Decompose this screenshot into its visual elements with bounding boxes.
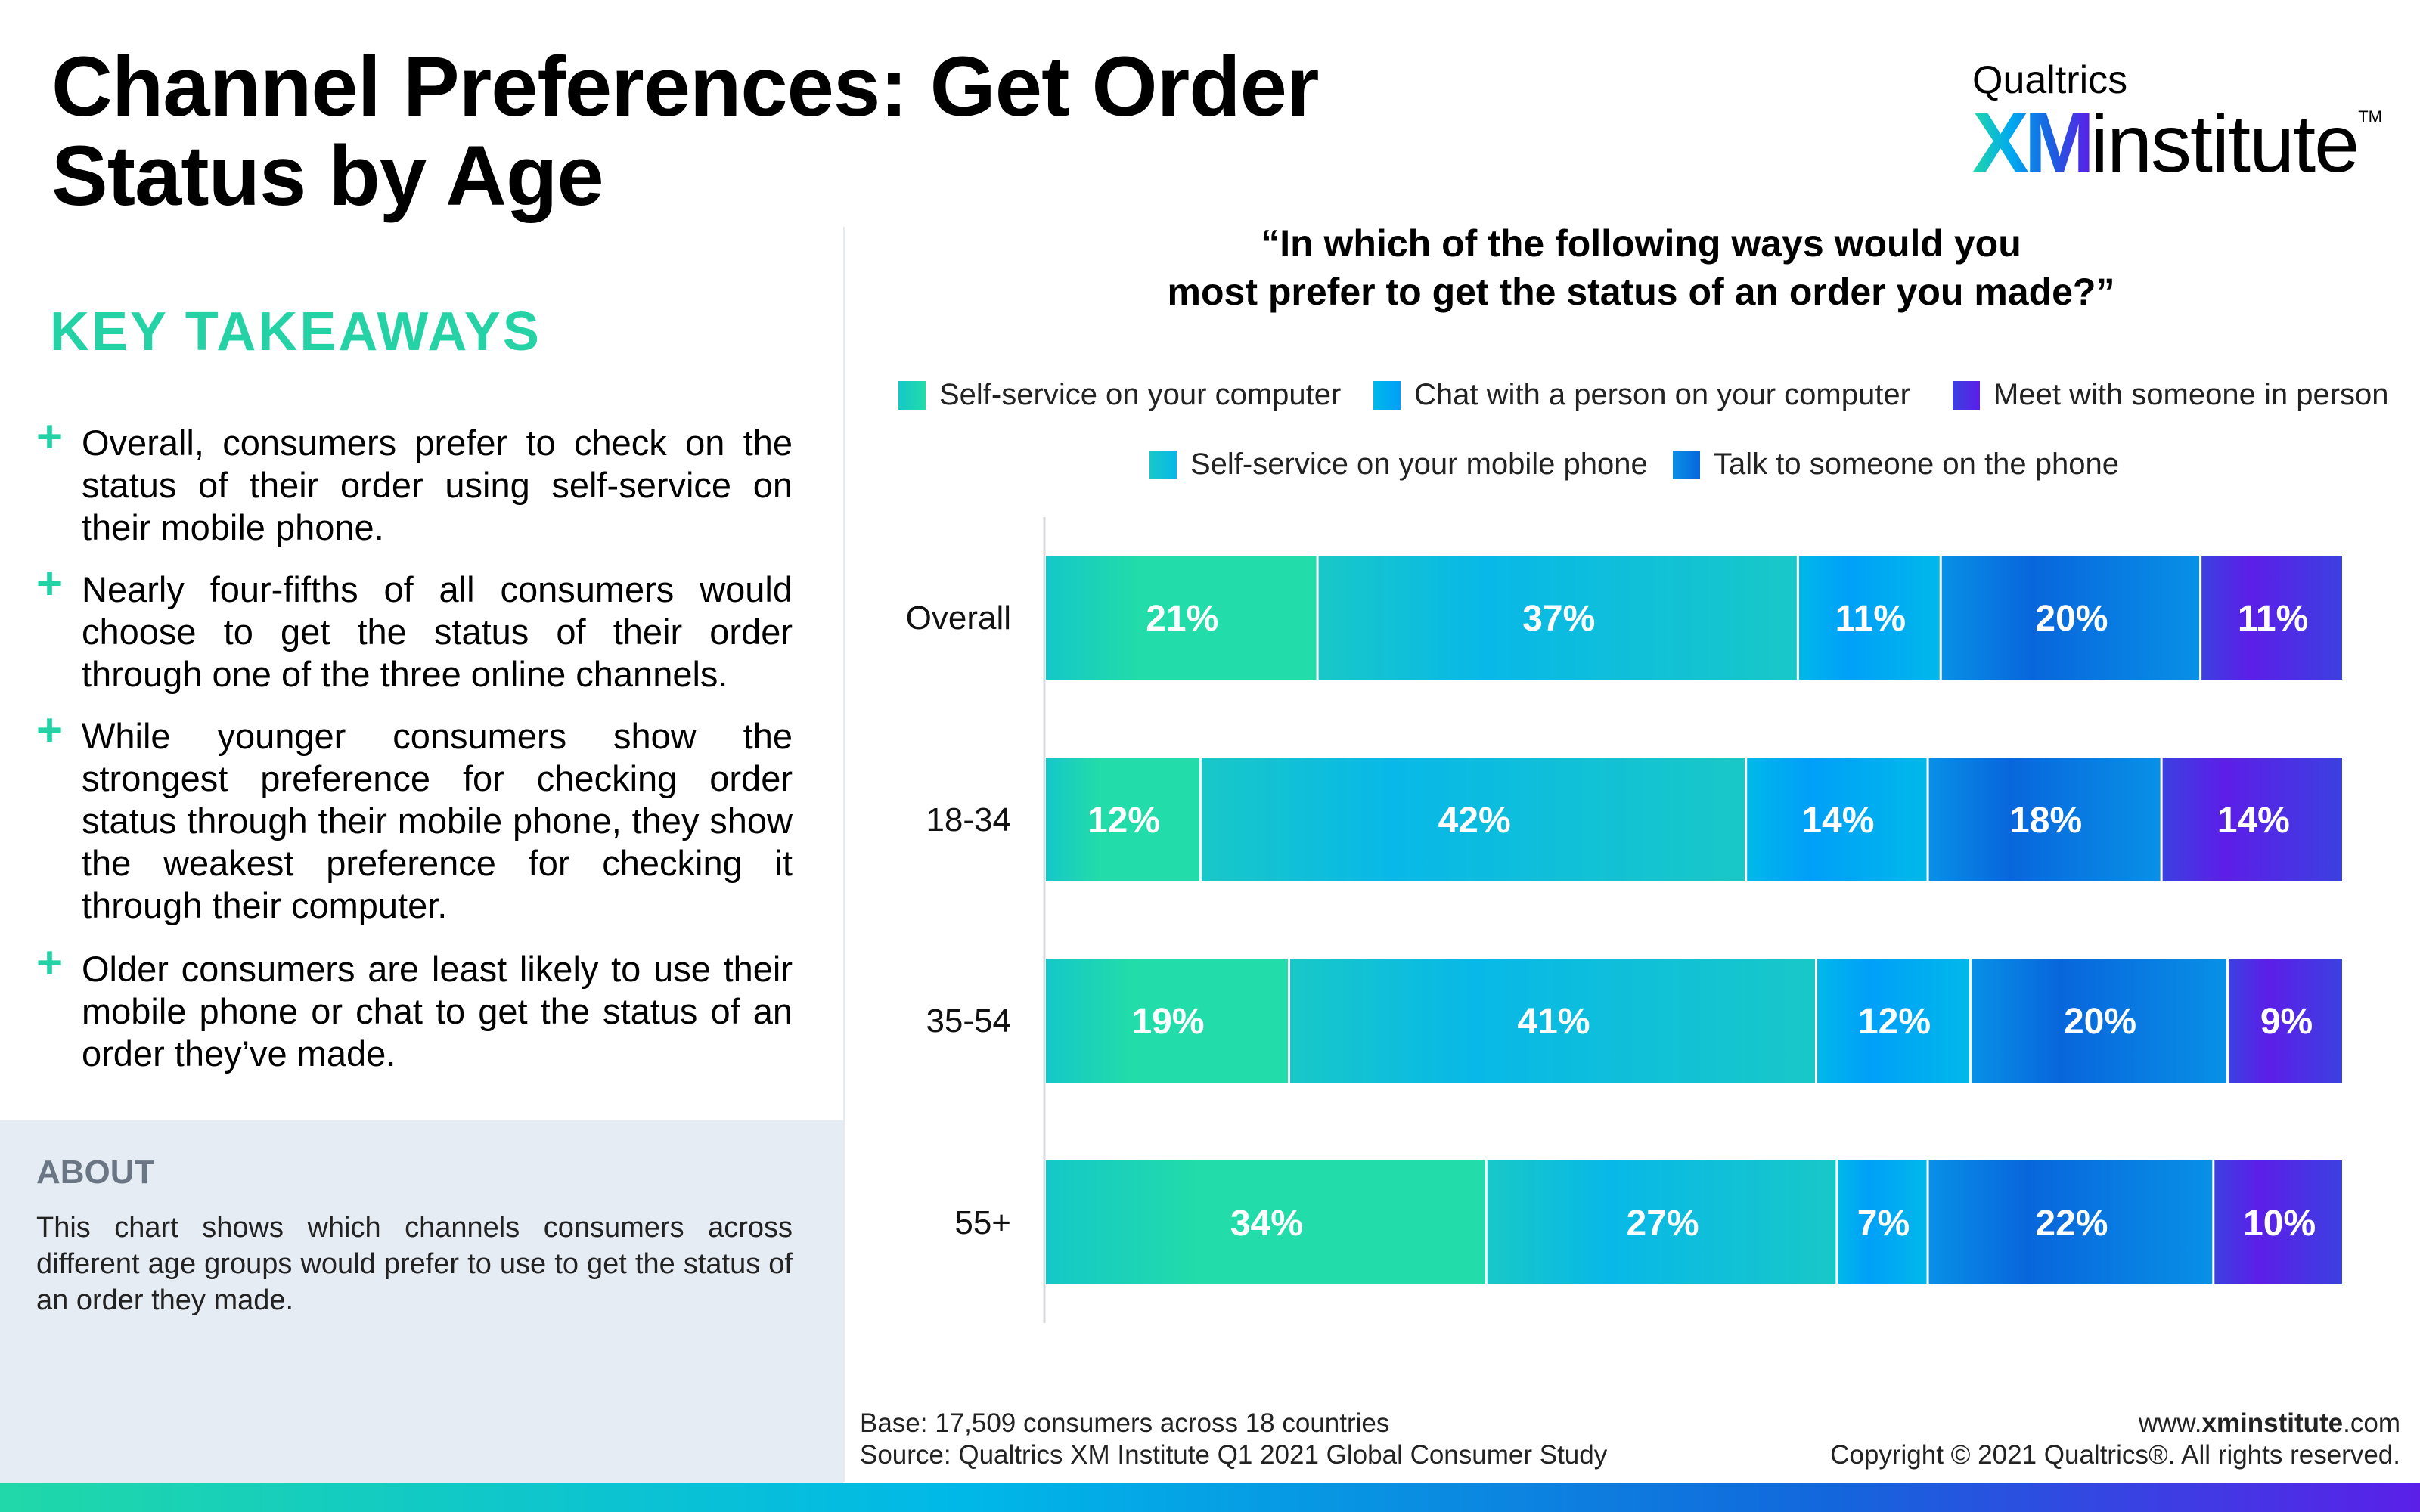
bar-segment xyxy=(1838,1160,1927,1284)
legend-item: Meet with someone in person xyxy=(1953,378,2389,412)
data-label: 12% xyxy=(1087,801,1160,841)
bar-segment xyxy=(1202,758,1745,881)
bar-segment xyxy=(1046,1160,1485,1284)
legend-swatch xyxy=(1673,450,1700,479)
bar-segment xyxy=(1798,556,1940,680)
footer-base: Base: 17,509 consumers across 18 countri… xyxy=(860,1408,1390,1438)
bar-segment xyxy=(1318,556,1797,680)
category-label: 55+ xyxy=(954,1204,1011,1241)
chart-title: “In which of the following ways would yo… xyxy=(983,219,2299,316)
data-label: 37% xyxy=(1522,599,1595,639)
legend-item: Self-service on your mobile phone xyxy=(1150,448,1648,482)
data-label: 11% xyxy=(1835,599,1906,639)
chart-title-line: most prefer to get the status of an orde… xyxy=(1167,271,2115,313)
data-label: 20% xyxy=(2064,1002,2136,1042)
bar-segment xyxy=(1928,1160,2213,1284)
plus-icon: + xyxy=(36,558,64,609)
legend-swatch xyxy=(1150,450,1177,479)
bar-segment xyxy=(1941,556,2200,680)
data-label: 12% xyxy=(1858,1002,1931,1042)
bar-segment xyxy=(1046,556,1317,680)
footer-source: Source: Qualtrics XM Institute Q1 2021 G… xyxy=(860,1440,1608,1470)
bar-segment xyxy=(1928,758,2161,881)
data-label: 42% xyxy=(1438,801,1511,841)
bar-segment xyxy=(1487,1160,1836,1284)
data-label: 27% xyxy=(1627,1204,1699,1244)
page-title: Channel Preferences: Get Order Status by… xyxy=(51,39,1319,223)
data-label: 10% xyxy=(2243,1204,2316,1244)
url-prefix: www. xyxy=(2138,1408,2202,1438)
legend-label: Self-service on your mobile phone xyxy=(1190,448,1648,481)
legend-label: Talk to someone on the phone xyxy=(1714,448,2119,481)
plus-icon: + xyxy=(36,937,64,988)
legend-swatch xyxy=(898,380,926,410)
data-label: 14% xyxy=(2217,801,2290,841)
legend-swatch xyxy=(1373,380,1401,410)
logo-qualtrics: Qualtrics xyxy=(1972,58,2128,102)
data-label: 20% xyxy=(2035,599,2108,639)
logo-tm: TM xyxy=(2358,107,2382,126)
logo-institute: institute xyxy=(2090,98,2360,189)
url-suffix: .com xyxy=(2343,1408,2400,1438)
legend-swatch xyxy=(1953,380,1980,410)
bar-segment xyxy=(1046,959,1288,1083)
bar-segment xyxy=(1290,959,1815,1083)
url-bold: xminstitute xyxy=(2201,1408,2344,1438)
takeaway-text: Older consumers are least likely to use … xyxy=(82,949,793,1074)
about-text: This chart shows which channels consumer… xyxy=(36,1212,793,1316)
panel-divider xyxy=(843,227,845,1482)
bar-segment xyxy=(2162,758,2342,881)
bar-segment xyxy=(1747,758,1927,881)
plus-icon: + xyxy=(36,411,64,462)
chart-title-line: “In which of the following ways would yo… xyxy=(1261,222,2021,265)
plus-icon: + xyxy=(36,705,64,755)
takeaway-text: While younger consumers show the stronge… xyxy=(82,716,793,925)
data-label: 41% xyxy=(1517,1002,1590,1042)
legend-item: Talk to someone on the phone xyxy=(1673,448,2119,482)
data-label: 14% xyxy=(1801,801,1874,841)
legend-label: Meet with someone in person xyxy=(1993,378,2389,411)
category-label: Overall xyxy=(906,600,1011,637)
takeaway-item: + Overall, consumers prefer to check on t… xyxy=(36,414,793,549)
about-panel: ABOUT This chart shows which channels co… xyxy=(0,1120,843,1483)
data-label: 34% xyxy=(1230,1204,1303,1244)
bar-segment xyxy=(2214,1160,2342,1284)
legend-label: Self-service on your computer xyxy=(939,378,1342,411)
data-label: 11% xyxy=(2238,599,2308,639)
footer-copyright: Copyright © 2021 Qualtrics®. All rights … xyxy=(1830,1440,2400,1470)
data-label: 19% xyxy=(1131,1002,1204,1042)
takeaway-item: + While younger consumers show the strong… xyxy=(36,708,793,927)
bar-segment xyxy=(1046,758,1200,881)
category-label: 18-34 xyxy=(926,801,1011,838)
takeaway-item: + Older consumers are least likely to use… xyxy=(36,940,793,1075)
key-takeaways-heading: KEY TAKEAWAYS xyxy=(50,302,541,362)
legend-label: Chat with a person on your computer xyxy=(1414,378,1910,411)
data-label: 9% xyxy=(2260,1002,2313,1042)
data-label: 22% xyxy=(2035,1204,2108,1244)
bar-segment xyxy=(2201,556,2342,680)
data-label: 18% xyxy=(2009,801,2082,841)
qualtrics-xm-institute-logo: Qualtrics XMinstituteTM xyxy=(1972,58,2382,190)
about-heading: ABOUT xyxy=(36,1154,155,1191)
bar-segment xyxy=(1972,959,2226,1083)
bar-segment xyxy=(1817,959,1969,1083)
logo-xm: XM xyxy=(1972,95,2095,190)
bottom-gradient-bar xyxy=(0,1483,2420,1512)
category-label: 35-54 xyxy=(926,1002,1011,1040)
data-label: 21% xyxy=(1146,599,1218,639)
takeaway-item: + Nearly four-fifths of all consumers wou… xyxy=(36,561,793,696)
bar-segment xyxy=(2229,959,2342,1083)
takeaway-text: Overall, consumers prefer to check on th… xyxy=(82,423,793,547)
legend-item: Self-service on your computer xyxy=(898,378,1341,412)
footer-url[interactable]: www.xminstitute.com xyxy=(2139,1408,2400,1439)
data-label: 7% xyxy=(1857,1204,1910,1244)
legend-item: Chat with a person on your computer xyxy=(1373,378,1910,412)
takeaway-text: Nearly four-fifths of all consumers woul… xyxy=(82,569,793,694)
